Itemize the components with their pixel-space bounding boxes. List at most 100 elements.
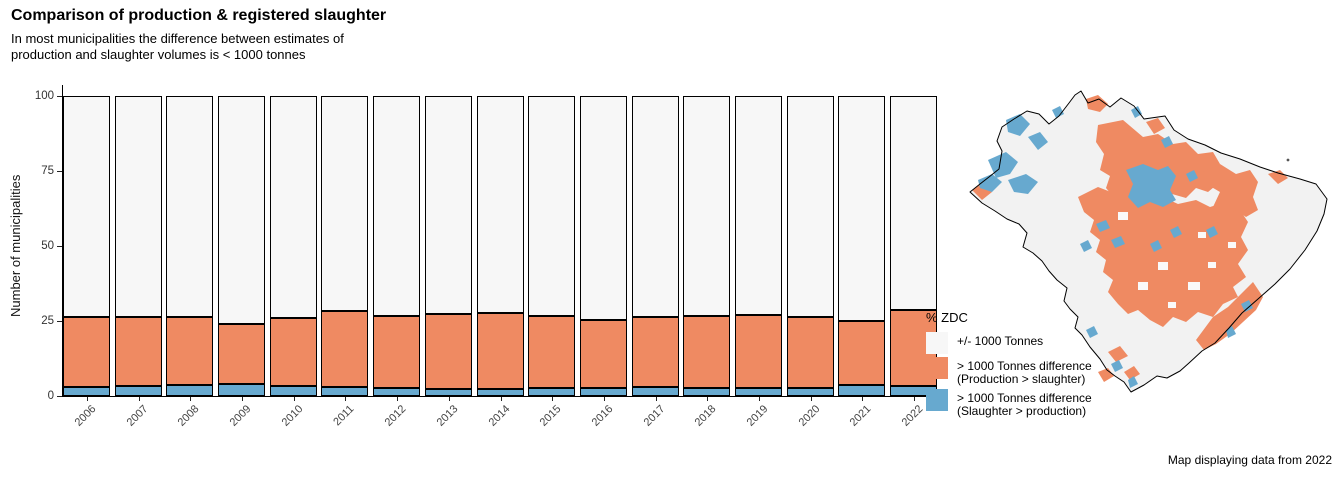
x-tick-label: 2022 [899, 403, 925, 429]
map-slaughter-gt-production-regions [978, 106, 1253, 388]
x-tick-mark [344, 397, 346, 401]
bar-segment [425, 96, 472, 315]
x-tick-mark [706, 397, 708, 401]
bar-segment [580, 96, 627, 320]
bar-segment [115, 317, 162, 387]
chart-title: Comparison of production & registered sl… [11, 7, 387, 24]
bar-segment [528, 96, 575, 316]
bar-segment [787, 96, 834, 317]
bar-segment [735, 387, 782, 396]
bar-segment [321, 387, 368, 396]
bar-segment [787, 316, 834, 388]
x-tick-label: 2019 [744, 403, 770, 429]
legend-title: % ZDC [926, 310, 968, 325]
y-axis-line [62, 85, 64, 397]
x-tick-mark [241, 397, 243, 401]
bar-segment [63, 386, 110, 396]
x-tick-label: 2021 [847, 403, 873, 429]
bar-segment [838, 321, 885, 386]
x-tick-mark [913, 397, 915, 401]
legend-swatch [926, 389, 948, 411]
bar-2016 [580, 96, 627, 396]
bar-segment [166, 317, 213, 385]
bar-segment [63, 96, 110, 318]
x-tick-mark [603, 397, 605, 401]
x-tick-label: 2006 [72, 403, 98, 429]
legend-item: > 1000 Tonnes difference (Slaughter > pr… [926, 389, 1116, 418]
bar-segment [735, 96, 782, 316]
x-tick-mark [655, 397, 657, 401]
x-tick-label: 2018 [692, 403, 718, 429]
legend-label: +/- 1000 Tonnes [957, 334, 1044, 348]
bar-segment [683, 96, 730, 316]
x-tick-mark [138, 397, 140, 401]
y-tick-mark [57, 96, 62, 98]
bar-segment [270, 386, 317, 396]
bar-segment [425, 388, 472, 396]
x-tick-mark [500, 397, 502, 401]
x-tick-mark [861, 397, 863, 401]
bar-2015 [528, 96, 575, 396]
bar-segment [218, 324, 265, 385]
legend-label: > 1000 Tonnes difference (Production > s… [957, 359, 1092, 386]
bar-2010 [270, 96, 317, 396]
x-tick-mark [810, 397, 812, 401]
map-caption: Map displaying data from 2022 [1167, 453, 1332, 467]
x-tick-label: 2007 [124, 403, 150, 429]
bar-segment [683, 388, 730, 396]
x-tick-label: 2015 [537, 403, 563, 429]
bar-segment [321, 311, 368, 387]
x-tick-mark [551, 397, 553, 401]
legend-label: > 1000 Tonnes difference (Slaughter > pr… [957, 391, 1092, 418]
x-tick-label: 2017 [641, 403, 667, 429]
bar-segment [63, 317, 110, 387]
bar-2007 [115, 96, 162, 396]
x-tick-label: 2016 [589, 403, 615, 429]
bar-2013 [425, 96, 472, 396]
bar-segment [166, 96, 213, 318]
bar-segment [632, 96, 679, 317]
bar-2009 [218, 96, 265, 396]
bar-2020 [787, 96, 834, 396]
bar-chart [63, 96, 937, 396]
bar-segment [477, 389, 524, 396]
bar-segment [218, 384, 265, 396]
bar-segment [218, 96, 265, 325]
x-tick-mark [758, 397, 760, 401]
bar-segment [115, 386, 162, 396]
y-tick-label: 50 [41, 240, 54, 252]
bar-2011 [321, 96, 368, 396]
legend-swatch [926, 357, 948, 379]
bar-2017 [632, 96, 679, 396]
x-tick-label: 2014 [486, 403, 512, 429]
bar-2018 [683, 96, 730, 396]
x-tick-mark [189, 397, 191, 401]
bar-segment [787, 387, 834, 396]
bar-segment [321, 96, 368, 312]
bar-2019 [735, 96, 782, 396]
island-dot [1286, 158, 1290, 162]
bar-segment [683, 315, 730, 389]
x-tick-mark [396, 397, 398, 401]
x-tick-label: 2013 [434, 403, 460, 429]
bar-2012 [373, 96, 420, 396]
x-tick-label: 2020 [796, 403, 822, 429]
y-tick-label: 0 [47, 390, 54, 402]
chart-subtitle: In most municipalities the difference be… [11, 31, 344, 62]
bar-segment [166, 384, 213, 396]
x-axis-line [62, 396, 939, 398]
x-tick-label: 2010 [279, 403, 305, 429]
bar-segment [838, 96, 885, 322]
legend-items: +/- 1000 Tonnes > 1000 Tonnes difference … [926, 332, 1116, 418]
brazil-municipality-map [969, 90, 1328, 393]
y-tick-label: 75 [41, 165, 54, 177]
bar-segment [580, 319, 627, 389]
legend-item: > 1000 Tonnes difference (Production > s… [926, 357, 1116, 386]
legend-swatch [926, 332, 948, 354]
bar-segment [890, 96, 937, 311]
bar-segment [838, 385, 885, 396]
bar-segment [580, 388, 627, 396]
x-tick-label: 2011 [330, 403, 356, 429]
map-production-gt-slaughter-regions [972, 95, 1288, 382]
